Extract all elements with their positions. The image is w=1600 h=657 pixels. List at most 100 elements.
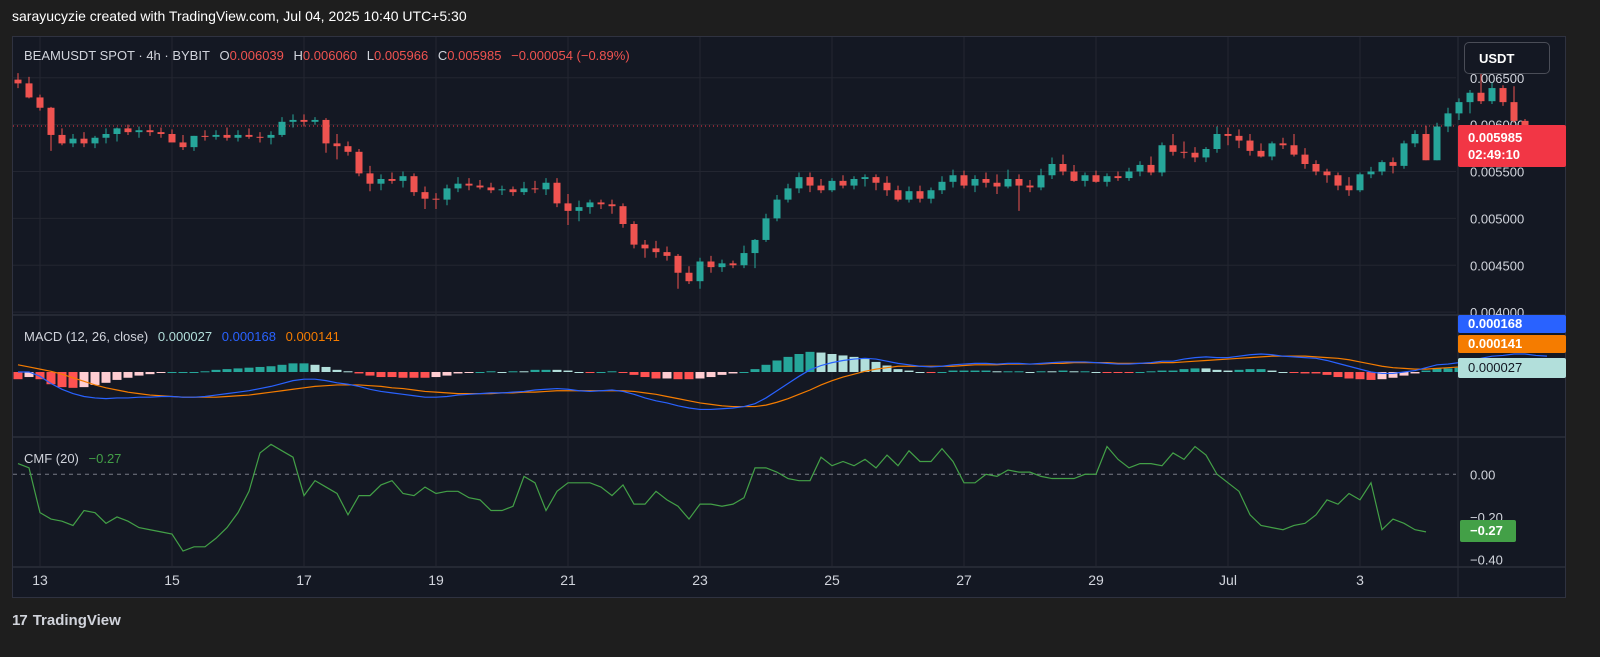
macd-line-value: 0.000168	[221, 329, 276, 344]
tradingview-logo-icon[interactable]: 17	[12, 612, 28, 629]
macd-histogram-bar	[519, 371, 529, 373]
candle-down	[1246, 140, 1254, 151]
candle-down	[1290, 145, 1298, 155]
candle-up	[289, 119, 297, 122]
chart-attribution: sarayucyzie created with TradingView.com…	[12, 8, 467, 24]
candle-up	[91, 137, 99, 144]
time-tick-label: 23	[692, 572, 708, 588]
macd-histogram-bar	[1410, 372, 1420, 374]
candle-up	[949, 175, 957, 182]
macd-histogram-bar	[904, 370, 914, 372]
candle-down	[179, 142, 187, 148]
time-tick-label: 27	[956, 572, 972, 588]
macd-histogram-bar	[1344, 372, 1354, 379]
candle-down	[652, 248, 660, 253]
candle-down	[487, 187, 495, 191]
candle-down	[1510, 102, 1518, 121]
macd-histogram-bar	[882, 365, 892, 372]
candle-up	[234, 134, 242, 138]
macd-indicator-name[interactable]: MACD (12, 26, close)	[24, 329, 149, 344]
macd-histogram-bar	[794, 354, 804, 372]
candle-down	[1422, 134, 1430, 161]
macd-histogram-bar	[1278, 372, 1288, 373]
macd-histogram-bar	[1311, 372, 1321, 374]
macd-histogram-bar	[1168, 370, 1178, 372]
candle-down	[124, 128, 132, 133]
macd-histogram-bar	[1212, 369, 1222, 372]
macd-histogram-bar	[112, 372, 122, 380]
macd-histogram-bar	[1289, 372, 1299, 373]
macd-histogram-bar	[1234, 369, 1244, 372]
hist-axis-tag-label: 0.000027	[1458, 358, 1566, 378]
candle-down	[564, 203, 572, 211]
macd-histogram-bar	[1366, 372, 1376, 380]
cmf-legend: CMF (20) −0.27	[24, 451, 127, 466]
time-tick-label: 15	[164, 572, 180, 588]
macd-histogram-bar	[464, 372, 474, 373]
macd-histogram-bar	[541, 369, 551, 372]
candle-down	[806, 177, 814, 186]
candle-up	[1367, 171, 1375, 175]
macd-histogram-bar	[497, 372, 507, 373]
signal-axis-tag: 0.000141	[1458, 335, 1566, 353]
candle-down	[476, 185, 484, 188]
candle-up	[1037, 175, 1045, 188]
time-tick-label: Jul	[1219, 572, 1237, 588]
macd-histogram-bar	[145, 372, 155, 375]
macd-histogram-bar	[486, 371, 496, 373]
candle-up	[1411, 134, 1419, 144]
cmf-indicator-name[interactable]: CMF (20)	[24, 451, 79, 466]
candle-up	[1444, 113, 1452, 127]
macd-histogram-bar	[354, 372, 364, 374]
macd-histogram-bar	[156, 372, 166, 373]
macd-histogram-bar	[68, 372, 78, 388]
symbol-label[interactable]: BEAMUSDT SPOT · 4h · BYBIT	[24, 48, 210, 63]
candle-down	[58, 134, 66, 144]
candle-up	[212, 134, 220, 137]
candle-down	[1521, 120, 1529, 126]
candle-down	[300, 119, 308, 122]
time-tick-label: 13	[32, 572, 48, 588]
macd-histogram-bar	[167, 372, 177, 373]
macd-histogram-bar	[387, 372, 397, 378]
candle-up	[938, 181, 946, 191]
candle-down	[1092, 175, 1100, 182]
candle-down	[410, 176, 418, 193]
candle-up	[113, 128, 121, 134]
candle-down	[1169, 145, 1177, 152]
candle-up	[520, 188, 528, 193]
candle-up	[1356, 174, 1364, 191]
macd-axis-tag: 0.000168	[1458, 315, 1566, 333]
candle-up	[1004, 179, 1012, 187]
candle-down	[509, 189, 517, 193]
candle-down	[1191, 152, 1199, 158]
candle-up	[850, 179, 858, 186]
tradingview-brand[interactable]: TradingView	[32, 612, 121, 629]
macd-histogram-bar	[1256, 369, 1266, 372]
macd-histogram-bar	[90, 372, 100, 385]
candle-down	[1499, 88, 1507, 103]
macd-histogram-bar	[255, 366, 265, 372]
currency-button[interactable]: USDT	[1464, 42, 1550, 74]
macd-histogram-bar	[35, 372, 45, 380]
candle-up	[905, 191, 913, 200]
candle-down	[1114, 176, 1122, 179]
macd-histogram-bar	[244, 367, 254, 372]
macd-hist-value: 0.000027	[157, 329, 213, 344]
candle-down	[707, 261, 715, 268]
candle-up	[498, 189, 506, 191]
macd-histogram-bar	[1058, 370, 1068, 372]
macd-histogram-bar	[442, 372, 452, 376]
macd-histogram-bar	[134, 372, 144, 376]
macd-histogram-bar	[959, 370, 969, 372]
high-label: H	[293, 48, 303, 63]
candle-down	[157, 132, 165, 134]
candle-down	[223, 134, 231, 138]
macd-histogram-bar	[1223, 370, 1233, 372]
candle-down	[597, 202, 605, 205]
last-price-tag: 0.005985 02:49:10	[1458, 125, 1566, 167]
candle-up	[377, 179, 385, 184]
macd-histogram-bar	[24, 372, 34, 378]
candle-down	[344, 146, 352, 152]
